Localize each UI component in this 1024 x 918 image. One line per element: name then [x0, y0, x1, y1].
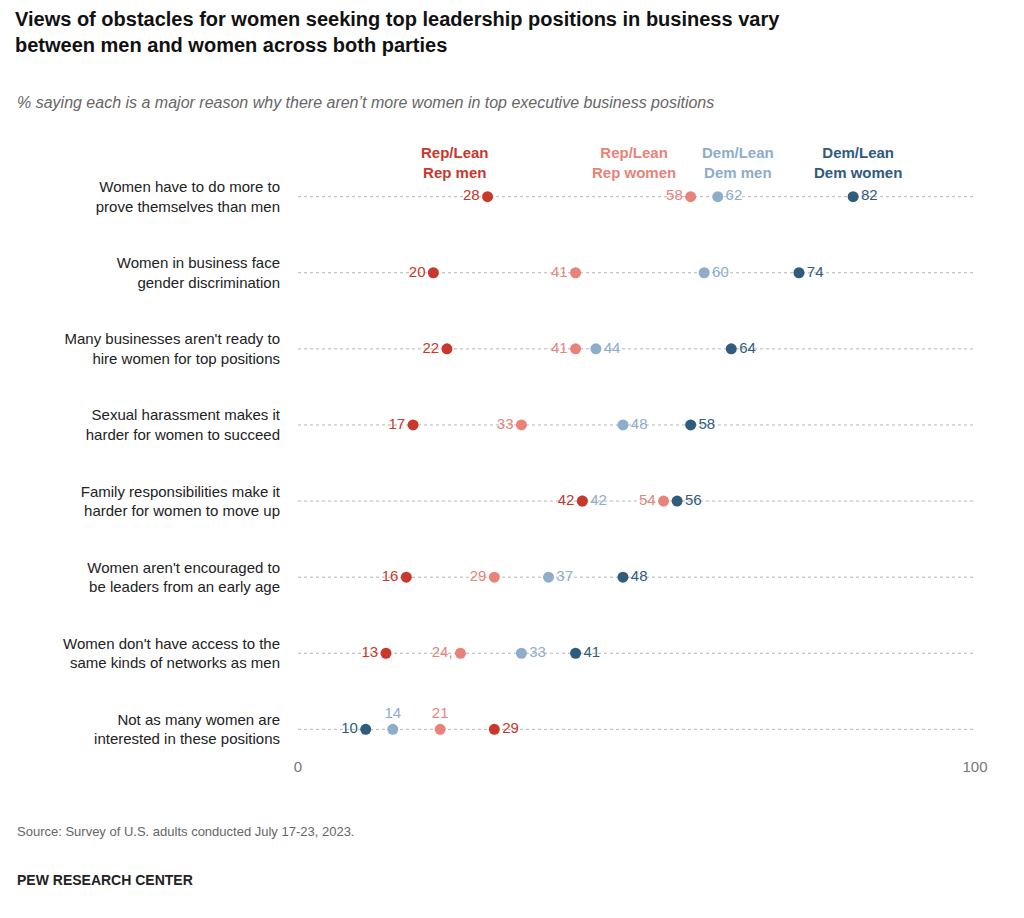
svg-text:100: 100	[962, 758, 987, 775]
svg-text:42: 42	[558, 491, 575, 508]
svg-text:Women don't have access to the: Women don't have access to thesame kinds…	[63, 635, 280, 672]
svg-text:62: 62	[726, 186, 743, 203]
svg-text:Family responsibilities make i: Family responsibilities make itharder fo…	[81, 483, 281, 520]
svg-text:29: 29	[470, 567, 487, 584]
svg-text:56: 56	[685, 491, 702, 508]
svg-text:Women have to do more toprove: Women have to do more toprove themselves…	[96, 178, 280, 215]
svg-text:37: 37	[556, 567, 573, 584]
svg-text:Source: Survey of U.S. adults: Source: Survey of U.S. adults conducted …	[17, 824, 354, 839]
svg-text:Dem/LeanDem women: Dem/LeanDem women	[814, 144, 902, 181]
svg-text:22: 22	[422, 339, 439, 356]
svg-text:Rep/LeanRep men: Rep/LeanRep men	[421, 144, 489, 181]
svg-text:41: 41	[551, 339, 568, 356]
svg-text:Not as many women areintereste: Not as many women areinterested in these…	[94, 711, 280, 748]
svg-text:14: 14	[384, 704, 401, 721]
svg-text:28: 28	[463, 186, 480, 203]
svg-text:13: 13	[361, 643, 378, 660]
svg-text:Rep/LeanRep women: Rep/LeanRep women	[592, 144, 676, 181]
svg-text:17: 17	[389, 415, 406, 432]
svg-text:58: 58	[699, 415, 716, 432]
svg-text:42: 42	[590, 491, 607, 508]
svg-text:74: 74	[807, 263, 824, 280]
svg-text:20: 20	[409, 263, 426, 280]
svg-text:24,: 24,	[432, 643, 453, 660]
svg-text:82: 82	[861, 186, 878, 203]
svg-text:10: 10	[341, 719, 358, 736]
svg-text:48: 48	[631, 567, 648, 584]
svg-text:21: 21	[432, 704, 449, 721]
svg-text:41: 41	[551, 263, 568, 280]
svg-text:64: 64	[739, 339, 756, 356]
svg-text:16: 16	[382, 567, 399, 584]
svg-text:Sexual harassment makes ithard: Sexual harassment makes itharder for wom…	[86, 406, 281, 443]
svg-text:Women in business facegender d: Women in business facegender discriminat…	[117, 254, 280, 291]
svg-text:54: 54	[639, 491, 656, 508]
svg-text:44: 44	[604, 339, 621, 356]
svg-text:Views of obstacles for women s: Views of obstacles for women seeking top…	[15, 8, 780, 56]
svg-text:29: 29	[502, 719, 519, 736]
svg-text:Women aren't encouraged tobe l: Women aren't encouraged tobe leaders fro…	[87, 559, 280, 596]
svg-text:0: 0	[294, 758, 302, 775]
svg-text:60: 60	[712, 263, 729, 280]
svg-text:33: 33	[529, 643, 546, 660]
svg-text:% saying each is a major reaso: % saying each is a major reason why ther…	[17, 94, 714, 111]
svg-text:58: 58	[666, 186, 683, 203]
svg-text:Many businesses aren't ready t: Many businesses aren't ready tohire wome…	[65, 330, 280, 367]
svg-text:Dem/LeanDem men: Dem/LeanDem men	[702, 144, 774, 181]
svg-text:33: 33	[497, 415, 514, 432]
svg-text:PEW RESEARCH CENTER: PEW RESEARCH CENTER	[17, 872, 193, 888]
svg-text:48: 48	[631, 415, 648, 432]
svg-text:41: 41	[583, 643, 600, 660]
